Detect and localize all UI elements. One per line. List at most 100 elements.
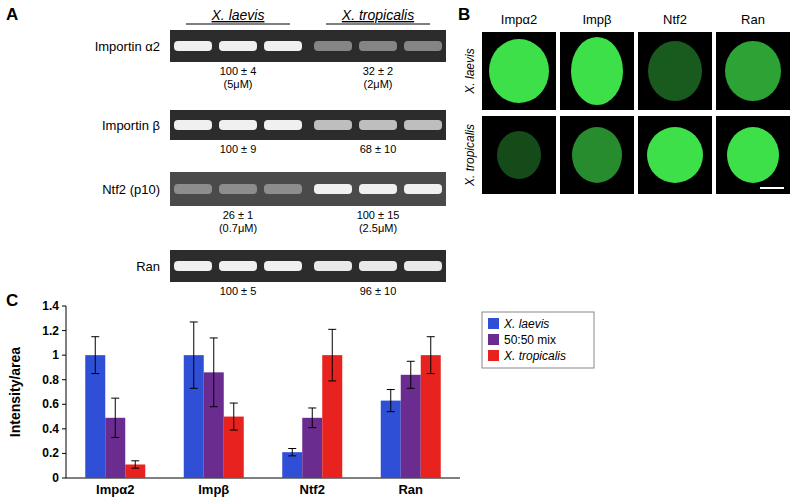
x-tick-label: Ran: [398, 482, 423, 497]
error-bar: [387, 390, 395, 412]
bar: [282, 452, 302, 478]
error-cap: [111, 437, 119, 438]
panel-label: B: [458, 5, 470, 24]
legend-label: 50:50 mix: [504, 333, 556, 347]
micrograph: [560, 32, 634, 110]
column-header: Ran: [741, 12, 765, 27]
y-tick-label: 1.2: [42, 324, 59, 338]
row-label: X. laevis: [463, 48, 477, 94]
y-tick: [62, 379, 66, 380]
error-stem: [410, 361, 411, 388]
y-tick-label: 0.2: [42, 446, 59, 460]
row-label: Importin α2: [95, 39, 160, 54]
quantification: 100 ± 4: [220, 65, 257, 77]
legend-swatch: [488, 334, 499, 345]
blot-band: [314, 41, 352, 51]
blot-band: [359, 184, 397, 194]
nucleus: [571, 37, 623, 105]
micrograph: [716, 32, 790, 110]
y-tick: [62, 355, 66, 356]
micrograph: [638, 116, 712, 194]
x-tick-label: Impβ: [198, 482, 229, 497]
error-stem: [95, 337, 96, 374]
error-cap: [91, 373, 99, 374]
error-cap: [387, 411, 395, 412]
y-tick: [62, 453, 66, 454]
quantification: 68 ± 10: [360, 143, 397, 155]
micrograph: [716, 116, 790, 194]
error-bar: [91, 337, 99, 374]
y-tick-label: 0: [52, 471, 59, 485]
legend-label: X. laevis: [503, 317, 549, 331]
bar: [85, 355, 105, 478]
y-tick-label: 0.6: [42, 397, 59, 411]
blot-band: [219, 41, 257, 51]
blot-band: [264, 261, 302, 271]
column-header: Impβ: [582, 12, 611, 27]
error-cap: [328, 380, 336, 381]
error-stem: [213, 338, 214, 407]
legend-swatch: [488, 318, 499, 329]
row-label: Ntf2 (p10): [102, 182, 160, 197]
x-tick-label: Impα2: [96, 482, 134, 497]
error-cap: [190, 388, 198, 389]
nucleus: [647, 127, 703, 183]
y-tick: [62, 404, 66, 405]
blot-band: [404, 261, 442, 271]
nucleus: [497, 131, 541, 179]
error-stem: [292, 449, 293, 456]
error-cap: [230, 430, 238, 431]
error-stem: [135, 461, 136, 468]
error-cap: [328, 329, 336, 330]
bar: [421, 355, 441, 478]
blot-band: [359, 261, 397, 271]
error-bar: [210, 338, 218, 407]
nucleus: [725, 41, 781, 101]
error-bar: [407, 361, 415, 388]
micrograph: [482, 32, 556, 110]
error-cap: [210, 337, 218, 338]
nucleus: [727, 127, 779, 183]
y-tick: [62, 306, 66, 307]
error-cap: [91, 336, 99, 337]
error-cap: [131, 468, 139, 469]
error-stem: [332, 329, 333, 381]
x-tick-label: Ntf2: [300, 482, 325, 497]
error-bar: [230, 403, 238, 430]
blot-band: [404, 41, 442, 51]
error-stem: [430, 337, 431, 374]
error-cap: [190, 321, 198, 322]
blot-band: [174, 184, 212, 194]
blot-background: [170, 172, 446, 206]
blot-band: [219, 184, 257, 194]
column-header: X. tropicalis: [341, 7, 414, 23]
blot-band: [174, 120, 212, 130]
y-tick-label: 0.8: [42, 373, 59, 387]
error-bar: [131, 461, 139, 468]
error-cap: [407, 388, 415, 389]
blot-band: [264, 41, 302, 51]
quantification: 32 ± 2: [363, 65, 394, 77]
row-label: Importin β: [102, 118, 160, 133]
y-tick-label: 1: [52, 348, 59, 362]
quantification: 100 ± 9: [220, 143, 257, 155]
header-underline: [326, 24, 430, 25]
blot-band: [404, 120, 442, 130]
concentration: (2.5μM): [359, 222, 397, 234]
legend: X. laevis50:50 mixX. tropicalis: [482, 312, 594, 368]
error-stem: [193, 322, 194, 388]
blot-band: [314, 184, 352, 194]
blot-band: [359, 41, 397, 51]
error-bar: [308, 408, 316, 428]
micrograph: [560, 116, 634, 194]
y-tick: [62, 330, 66, 331]
quantification: 26 ± 1: [223, 209, 254, 221]
legend-swatch: [488, 350, 499, 361]
blot-band: [314, 120, 352, 130]
concentration: (2μM): [364, 78, 393, 90]
error-bar: [111, 398, 119, 437]
scale-bar: [760, 187, 784, 189]
panel-label: C: [6, 291, 18, 310]
panel-label: A: [6, 5, 18, 24]
blot-band: [264, 120, 302, 130]
